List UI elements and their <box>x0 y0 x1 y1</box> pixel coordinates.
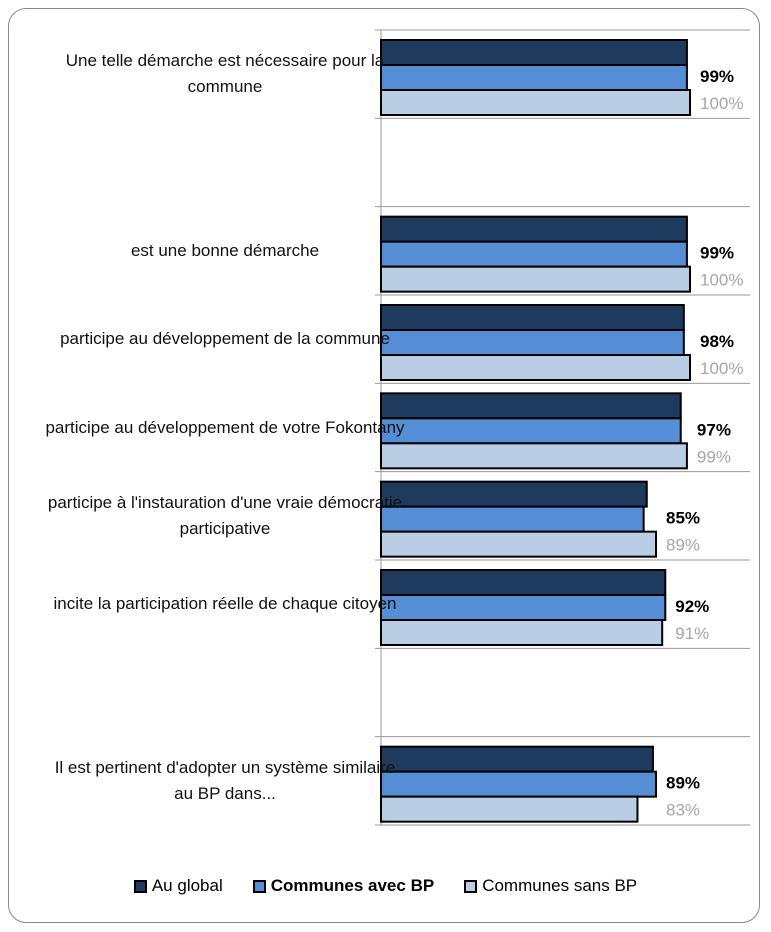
bar <box>380 505 645 533</box>
bar <box>380 594 667 621</box>
legend-label: Communes sans BP <box>482 876 638 895</box>
legend-item: Communes avec BP <box>252 876 435 896</box>
value-label: 100% <box>700 271 743 290</box>
category-label: participe au développement de la commune <box>60 329 390 349</box>
bar <box>380 480 648 508</box>
value-label: 85% <box>666 509 700 528</box>
bar <box>380 795 639 823</box>
value-label: 97% <box>697 420 731 439</box>
bar <box>380 745 654 773</box>
bar <box>380 619 664 646</box>
bar <box>380 304 685 331</box>
bar <box>380 417 682 445</box>
bar <box>380 392 682 420</box>
legend-label: Communes avec BP <box>270 876 435 895</box>
bar <box>380 265 691 293</box>
category-label: participe à l'instauration d'une vraie d… <box>47 492 403 538</box>
value-label: 89% <box>666 536 700 555</box>
legend-swatch <box>252 879 266 893</box>
value-label: 98% <box>700 332 734 351</box>
bar <box>380 530 658 558</box>
category-label: incite la participation réelle de chaque… <box>53 594 397 614</box>
value-label: 92% <box>675 597 709 616</box>
bar <box>380 240 688 268</box>
legend-swatch <box>464 879 478 893</box>
category-label: Une telle démarche est nécessaire pour l… <box>65 51 385 97</box>
category-label: est une bonne démarche <box>130 240 320 260</box>
value-label: 83% <box>666 801 700 820</box>
category-label: Il est pertinent d'adopter un système si… <box>54 757 396 803</box>
chart-frame <box>8 8 760 923</box>
bar <box>380 39 688 66</box>
value-label: 99% <box>700 244 734 263</box>
bar <box>380 89 691 116</box>
legend-label: Au global <box>151 876 223 895</box>
category-label: participe au développement de votre Foko… <box>45 417 405 437</box>
value-label: 100% <box>700 359 743 378</box>
bar <box>380 215 688 243</box>
legend-item: Communes sans BP <box>464 876 637 896</box>
value-label: 89% <box>666 774 700 793</box>
bar <box>380 354 691 381</box>
value-label: 99% <box>700 67 734 86</box>
bar <box>380 770 658 798</box>
value-label: 91% <box>675 624 709 643</box>
legend-item: Au global <box>133 876 223 896</box>
value-label: 99% <box>697 447 731 466</box>
bar <box>380 329 685 356</box>
bar <box>380 64 688 91</box>
bar <box>380 442 688 470</box>
legend-swatch <box>133 879 147 893</box>
bar <box>380 569 667 596</box>
legend: Au global Communes avec BP Communes sans B… <box>0 876 771 896</box>
value-label: 100% <box>700 94 743 113</box>
